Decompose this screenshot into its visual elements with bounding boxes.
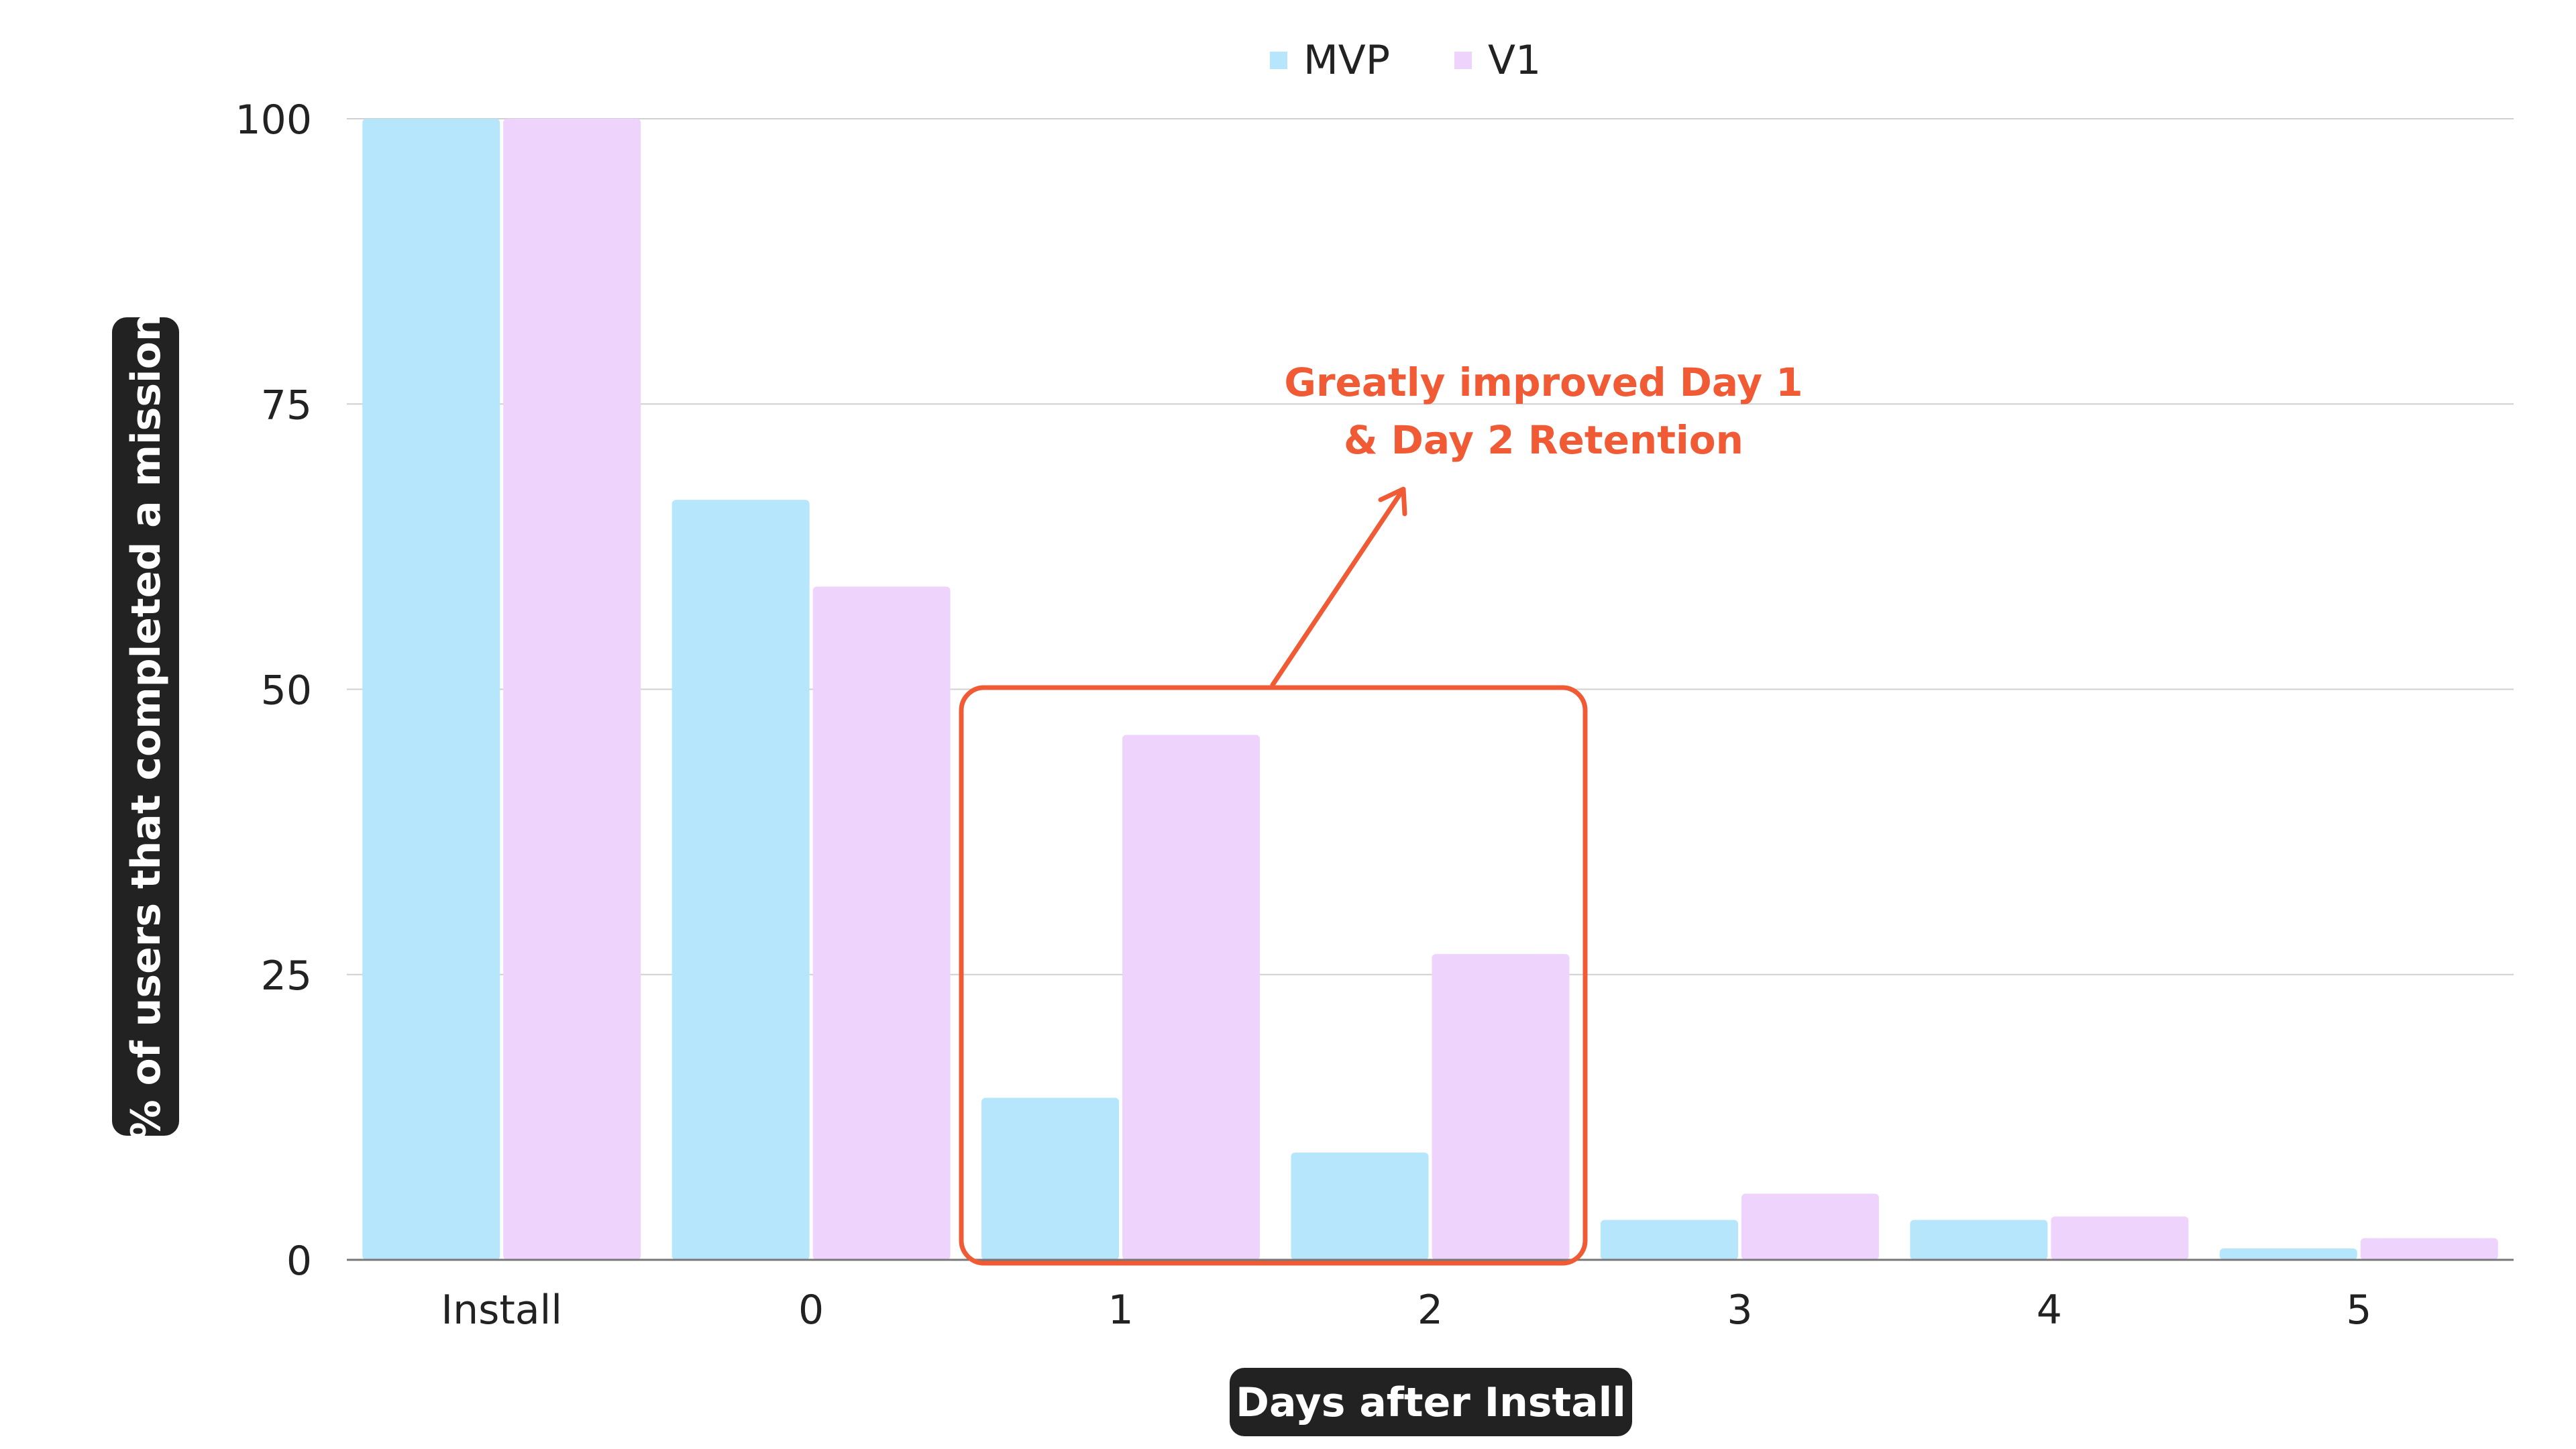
y-tick-label: 75: [261, 382, 312, 429]
bar-v1-2: [1432, 954, 1570, 1260]
bar-mvp-install: [362, 119, 500, 1260]
x-axis-title-text: Days after Install: [1236, 1379, 1626, 1426]
legend-swatch-v1: [1454, 52, 1472, 69]
x-tick-label: 2: [1417, 1287, 1443, 1334]
bars: [362, 119, 2498, 1260]
y-tick-label: 50: [261, 667, 312, 714]
highlight-box: [959, 685, 1588, 1266]
bar-v1-4: [2051, 1216, 2189, 1260]
bar-v1-3: [1741, 1193, 1879, 1260]
y-axis-title-text: % of users that completed a mission: [123, 313, 170, 1140]
annotation: Greatly improved Day 1 & Day 2 Retention: [959, 360, 1803, 1266]
x-tick-label: 5: [2346, 1287, 2371, 1334]
bar-mvp-0: [672, 500, 810, 1260]
annotation-line-1: Greatly improved Day 1: [1284, 360, 1803, 405]
bar-v1-5: [2360, 1238, 2498, 1260]
x-axis-title: Days after Install: [1230, 1368, 1632, 1436]
arrow-head-icon: [1378, 486, 1407, 517]
y-axis-title: % of users that completed a mission: [112, 313, 179, 1140]
x-tick-label: 3: [1727, 1287, 1752, 1334]
gridlines: [347, 118, 2514, 975]
legend-swatch-mvp: [1270, 52, 1287, 69]
legend-label-mvp: MVP: [1303, 37, 1390, 84]
bar-mvp-5: [2219, 1248, 2357, 1260]
bar-mvp-3: [1600, 1220, 1738, 1260]
bar-mvp-4: [1910, 1220, 2048, 1260]
bar-v1-0: [812, 586, 951, 1260]
x-tick-label: 0: [798, 1287, 824, 1334]
x-tick-label: Install: [441, 1287, 562, 1334]
x-tick-label: 1: [1108, 1287, 1133, 1334]
x-tick-labels: Install 0 1 2 3 4 5: [441, 1287, 2371, 1334]
bar-mvp-1: [981, 1097, 1120, 1260]
y-tick-label: 0: [286, 1238, 312, 1285]
annotation-line-2: & Day 2 Retention: [1344, 417, 1743, 463]
legend: MVP V1: [1270, 37, 1541, 84]
bar-v1-1: [1122, 735, 1260, 1260]
y-tick-labels: 0 25 50 75 100: [235, 97, 312, 1285]
y-tick-label: 100: [235, 97, 312, 144]
bar-v1-install: [503, 119, 641, 1260]
legend-label-v1: V1: [1488, 37, 1541, 84]
annotation-arrow: [1270, 490, 1403, 688]
bar-mvp-2: [1291, 1152, 1429, 1260]
x-tick-label: 4: [2037, 1287, 2062, 1334]
y-tick-label: 25: [261, 953, 312, 1000]
